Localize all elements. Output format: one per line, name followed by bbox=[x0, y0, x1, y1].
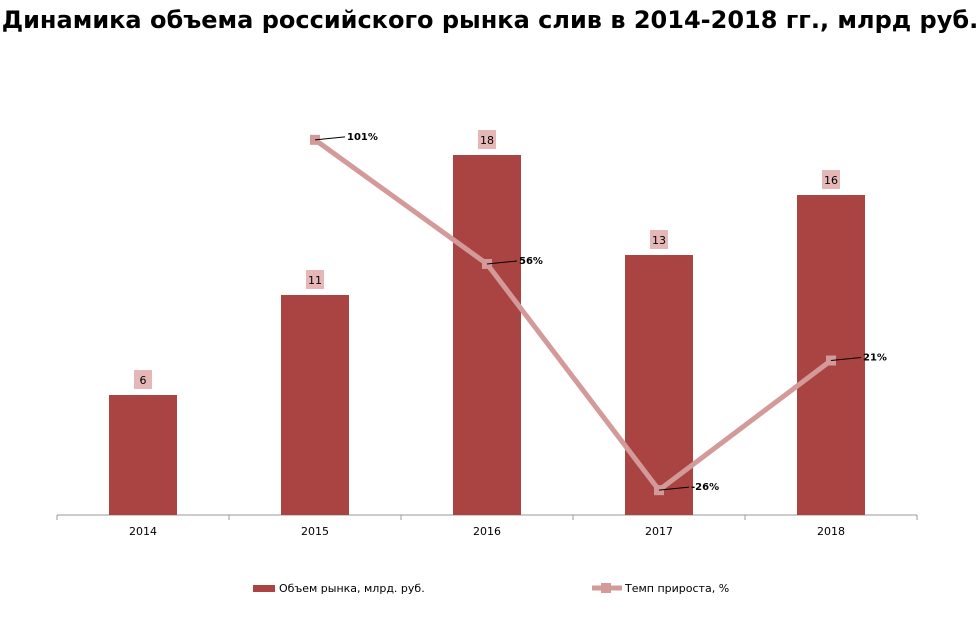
legend-label-volume: Объем рынка, млрд. руб. bbox=[279, 582, 425, 595]
bar-volume bbox=[797, 195, 865, 515]
legend-marker-growth bbox=[601, 583, 611, 593]
legend-label-growth: Темп прироста, % bbox=[624, 582, 729, 595]
growth-value-label: -26% bbox=[691, 482, 719, 493]
bar-value-label: 6 bbox=[140, 374, 147, 387]
growth-leader-line bbox=[658, 486, 690, 491]
growth-leader-line bbox=[830, 357, 862, 362]
bar-value-label: 11 bbox=[308, 274, 322, 287]
bar-volume bbox=[453, 155, 521, 515]
bar-value-label-bg bbox=[306, 270, 324, 289]
legend-swatch-volume bbox=[253, 585, 275, 592]
bar-volume bbox=[625, 255, 693, 515]
growth-leader-line bbox=[314, 136, 346, 141]
bar-volume bbox=[281, 295, 349, 515]
growth-value-label: 21% bbox=[863, 353, 887, 364]
x-tick-label: 2017 bbox=[645, 525, 673, 538]
bar-value-label-bg bbox=[478, 130, 496, 149]
bar-value-label: 13 bbox=[652, 234, 666, 247]
bar-value-label-bg bbox=[134, 370, 152, 389]
bar-value-label: 16 bbox=[824, 174, 838, 187]
x-tick-label: 2016 bbox=[473, 525, 501, 538]
x-tick-label: 2015 bbox=[301, 525, 329, 538]
bar-value-label: 18 bbox=[480, 134, 494, 147]
chart-title: Динамика объема российского рынка слив в… bbox=[1, 6, 979, 34]
x-tick-label: 2018 bbox=[817, 525, 845, 538]
bar-volume bbox=[109, 395, 177, 515]
x-tick-label: 2014 bbox=[129, 525, 157, 538]
bar-value-label-bg bbox=[822, 170, 840, 189]
bar-value-label-bg bbox=[650, 230, 668, 249]
growth-value-label: 101% bbox=[347, 132, 378, 143]
growth-value-label: 56% bbox=[519, 256, 543, 267]
growth-line bbox=[313, 137, 833, 493]
growth-leader-line bbox=[486, 260, 518, 265]
